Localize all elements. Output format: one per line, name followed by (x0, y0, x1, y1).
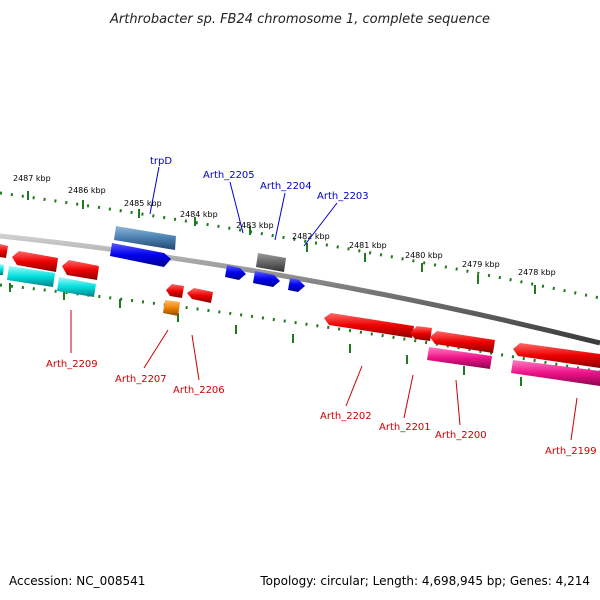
gene-trpD[interactable] (114, 226, 176, 250)
leader-line (570, 397, 578, 441)
gene-arth-2202[interactable] (324, 313, 414, 338)
gene-label-arth-2207[interactable]: Arth_2207 (115, 374, 167, 385)
gene-cyan[interactable] (0, 264, 4, 275)
gene-arth-2201[interactable] (410, 326, 432, 341)
outer-major-ticks (27, 191, 536, 294)
gene-label-arth-2206[interactable]: Arth_2206 (173, 385, 225, 396)
tick-label: 2486 kbp (68, 186, 106, 195)
inner-major-ticks (9, 283, 522, 386)
gene-cyan[interactable] (7, 266, 55, 287)
leader-line (403, 374, 414, 419)
forward-genes (110, 226, 305, 292)
gene-reverse[interactable] (62, 260, 99, 280)
gene-arth-2199[interactable] (513, 343, 600, 368)
leader-line (229, 181, 244, 234)
gene-reverse[interactable] (187, 288, 213, 303)
tick-label: 2484 kbp (180, 210, 218, 219)
accession-text: Accession: NC_008541 (9, 574, 146, 588)
reverse-genes (0, 244, 600, 386)
gene-label-arth-2205[interactable]: Arth_2205 (203, 170, 255, 181)
tick-label: 2478 kbp (518, 268, 556, 277)
gene-label-arth-2201[interactable]: Arth_2201 (379, 422, 431, 433)
gene-label-trpD[interactable]: trpD (150, 156, 172, 167)
gene-arth-2205[interactable] (225, 265, 246, 280)
gene-reverse[interactable] (0, 244, 8, 258)
leader-line (191, 334, 200, 381)
genome-backbone (0, 233, 600, 346)
leader-line (149, 166, 160, 215)
gene-orange[interactable] (163, 300, 180, 316)
gene-reverse[interactable] (166, 284, 184, 298)
gene-label-arth-2200[interactable]: Arth_2200 (435, 430, 487, 441)
gene-label-arth-2199[interactable]: Arth_2199 (545, 446, 597, 457)
leader-line (345, 365, 363, 407)
gene-label-arth-2209[interactable]: Arth_2209 (46, 359, 98, 370)
gene-label-arth-2202[interactable]: Arth_2202 (320, 411, 372, 422)
tick-label: 2487 kbp (13, 174, 51, 183)
gene-arth-2203[interactable] (288, 278, 305, 292)
gene-arth-2204[interactable] (256, 253, 286, 272)
leader-line (455, 379, 461, 426)
gene-forward[interactable] (253, 271, 280, 287)
gene-reverse[interactable] (430, 331, 495, 353)
leader-line (303, 202, 338, 247)
gene-forward[interactable] (110, 243, 171, 267)
gene-arth-2200[interactable] (427, 347, 492, 369)
map-title: Arthrobacter sp. FB24 chromosome 1, comp… (109, 12, 490, 27)
tick-label: 2480 kbp (405, 251, 443, 260)
gene-cyan[interactable] (57, 277, 96, 297)
gene-pink[interactable] (511, 360, 600, 386)
gene-label-arth-2204[interactable]: Arth_2204 (260, 181, 312, 192)
gene-label-arth-2203[interactable]: Arth_2203 (317, 191, 369, 202)
leader-line (143, 329, 169, 369)
genome-summary-text: Topology: circular; Length: 4,698,945 bp… (260, 574, 590, 588)
tick-label: 2479 kbp (462, 260, 500, 269)
tick-label: 2483 kbp (236, 221, 274, 230)
gene-reverse[interactable] (12, 251, 58, 272)
leader-line (274, 192, 286, 241)
tick-label: 2481 kbp (349, 241, 387, 250)
bottom-gene-labels: Arth_2209 Arth_2207 Arth_2206 Arth_2202 … (46, 310, 597, 457)
tick-label: 2485 kbp (124, 199, 162, 208)
top-gene-labels: trpD Arth_2205 Arth_2204 Arth_2203 (149, 156, 369, 247)
